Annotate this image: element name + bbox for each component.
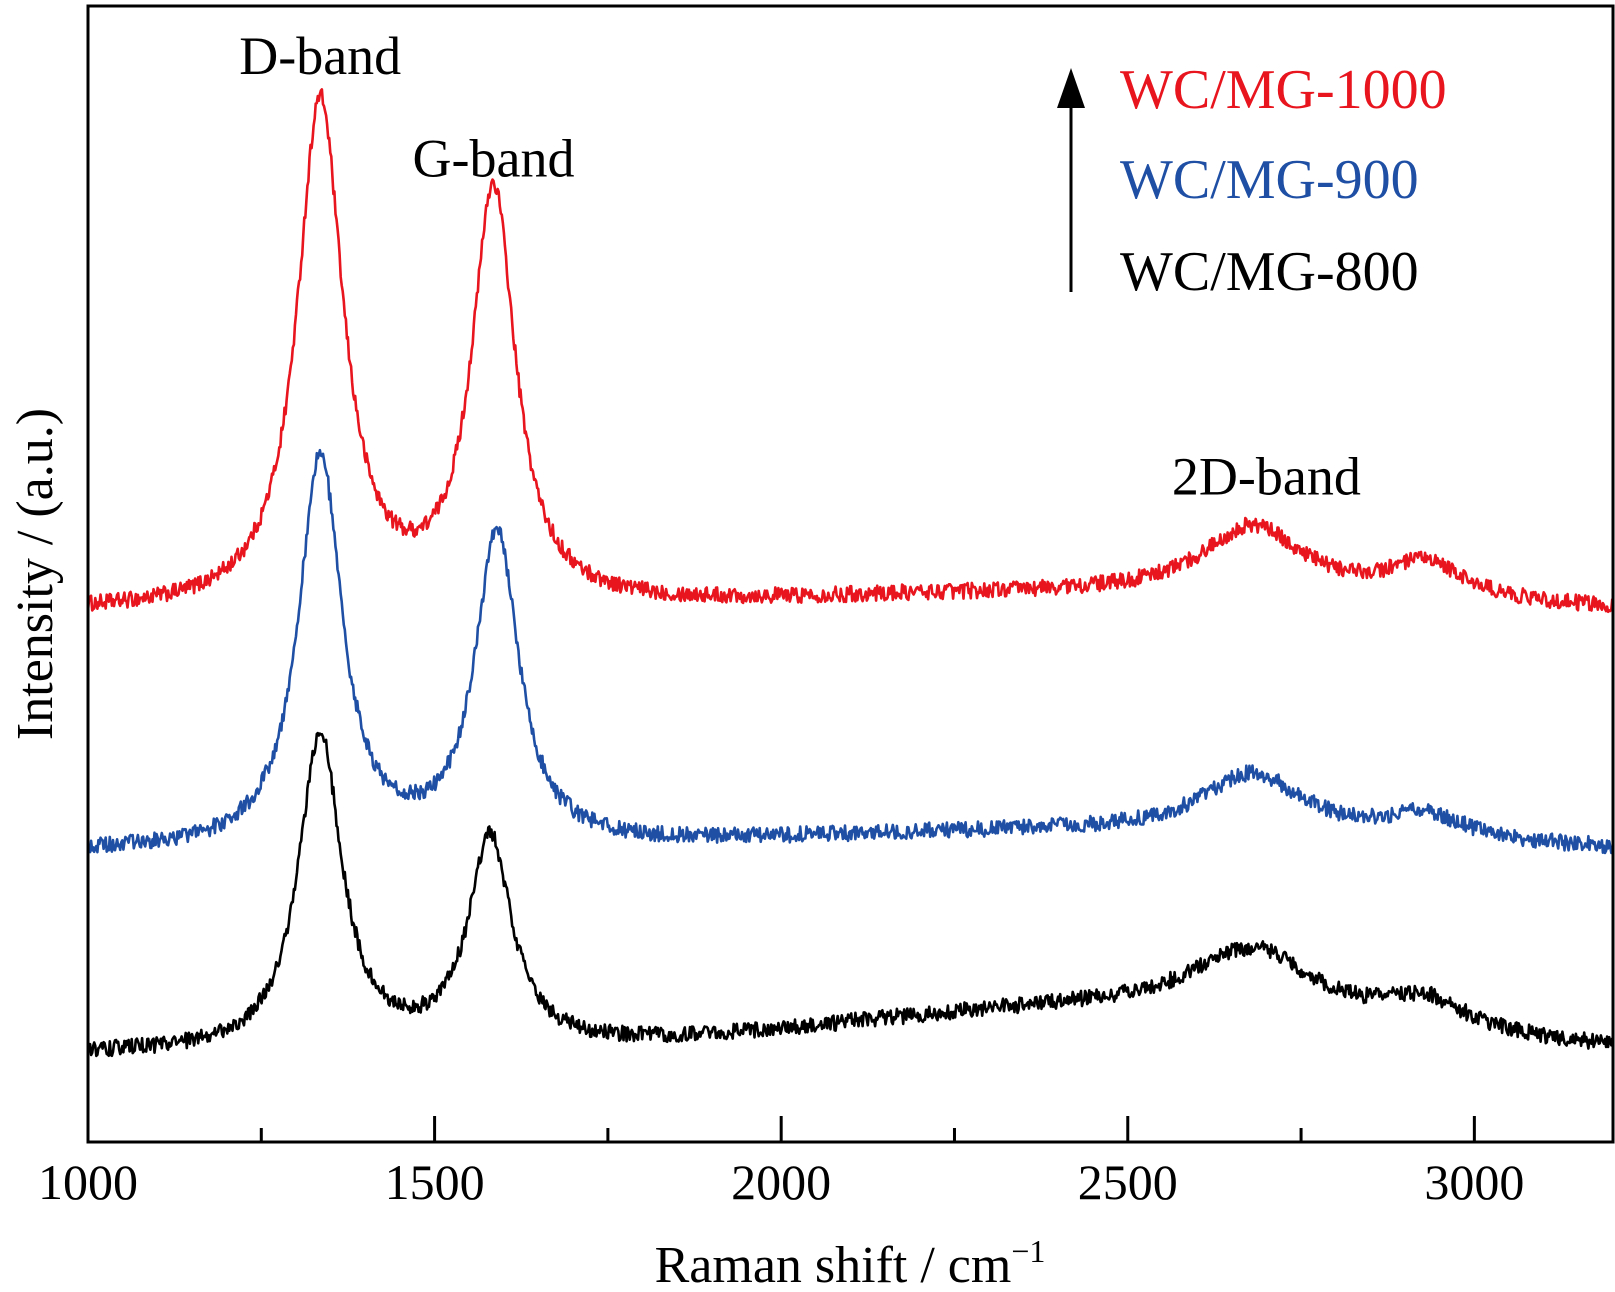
x-tick-label: 2500 <box>1078 1154 1178 1210</box>
legend: WC/MG-1000 WC/MG-900 WC/MG-800 <box>1057 59 1447 303</box>
y-axis-label: Intensity / (a.u.) <box>7 408 64 740</box>
x-axis-ticks: 1000 1500 2000 2500 3000 <box>38 1116 1524 1210</box>
series-layer <box>86 88 1614 1058</box>
x-axis-label: Raman shift / cm−1 <box>655 1233 1046 1287</box>
x-tick-label: 1000 <box>38 1154 138 1210</box>
x-axis-label-superscript: −1 <box>1011 1233 1045 1269</box>
x-axis-label-text: Raman shift / cm <box>655 1237 1012 1287</box>
annotation-g-band: G-band <box>413 128 575 188</box>
x-tick-label: 2000 <box>731 1154 831 1210</box>
legend-entry-wc-mg-1000: WC/MG-1000 <box>1120 59 1447 121</box>
annotation-2d-band: 2D-band <box>1172 446 1361 506</box>
legend-entry-wc-mg-900: WC/MG-900 <box>1120 149 1419 211</box>
legend-entry-wc-mg-800: WC/MG-800 <box>1120 241 1419 303</box>
series-line-wc-mg-900 <box>86 448 1614 855</box>
x-tick-label: 3000 <box>1424 1154 1524 1210</box>
series-line-wc-mg-1000 <box>86 88 1614 614</box>
x-tick-label: 1500 <box>385 1154 485 1210</box>
plot-frame <box>86 4 1615 1144</box>
legend-arrow-head-icon <box>1057 68 1085 108</box>
series-line-wc-mg-800 <box>86 731 1614 1058</box>
annotation-d-band: D-band <box>239 26 401 86</box>
